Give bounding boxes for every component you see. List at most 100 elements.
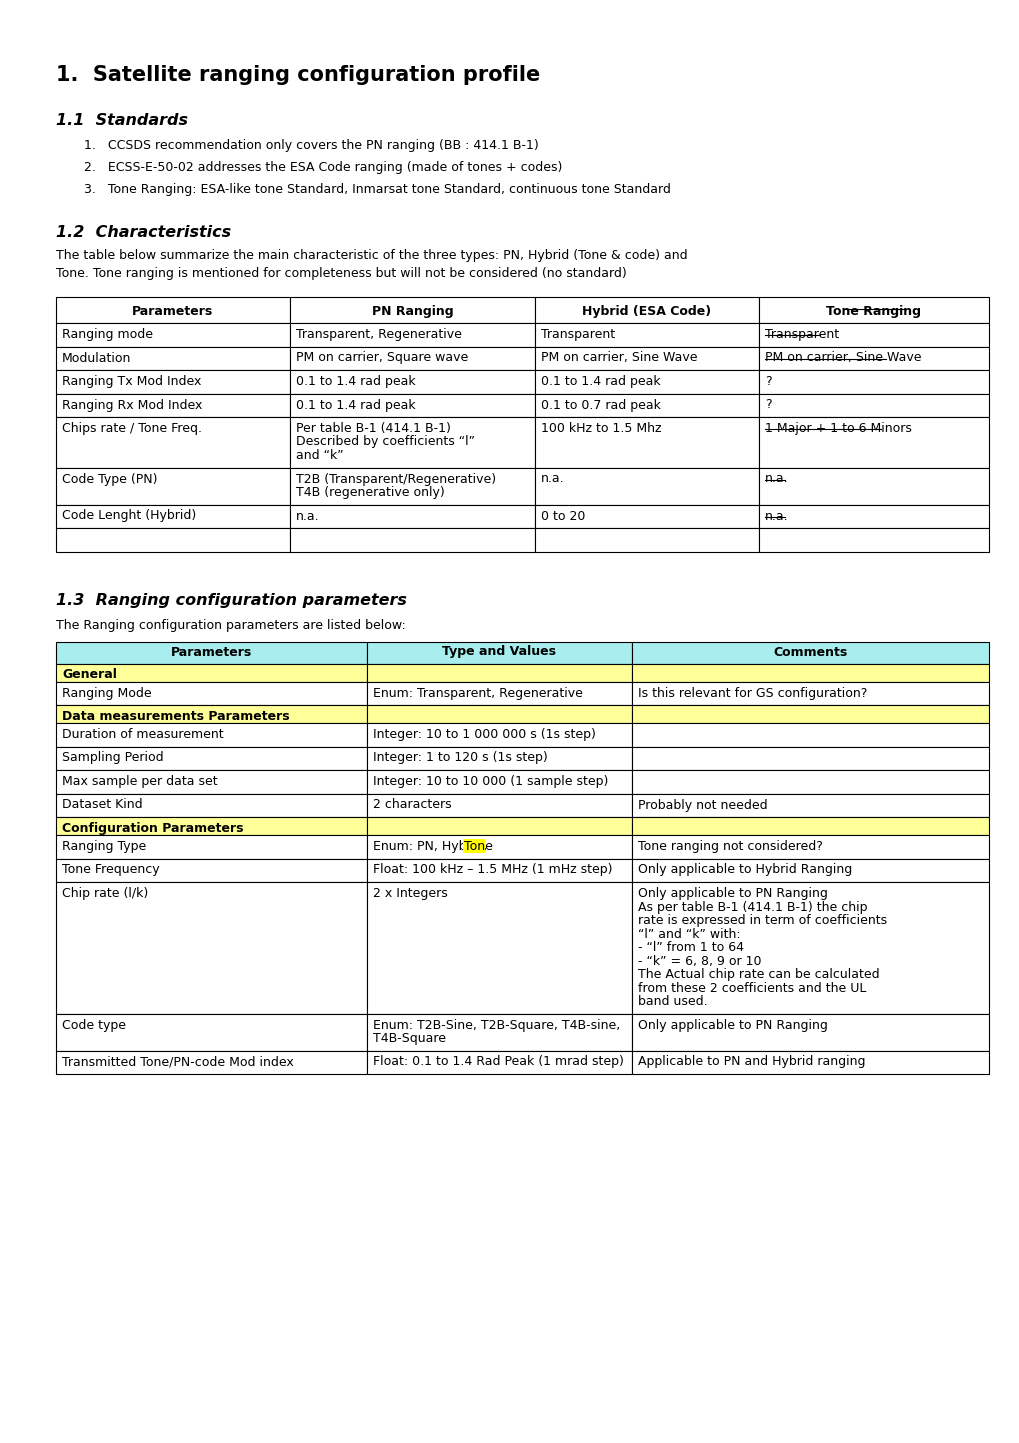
Bar [367,746,632,771]
Text: 0.1 to 0.7 rad peak: 0.1 to 0.7 rad peak [540,398,660,411]
Bar [289,369,535,394]
Text: 2 x Integers: 2 x Integers [373,887,447,900]
Text: - “k” = 6, 8, 9 or 10: - “k” = 6, 8, 9 or 10 [637,954,761,967]
Bar [758,394,988,417]
Bar [56,681,367,706]
Bar [758,505,988,528]
Text: n.a.: n.a. [296,509,319,522]
Bar [56,505,289,528]
Bar [56,859,367,882]
Bar [367,642,632,664]
Bar [56,528,289,551]
Text: Only applicable to PN Ranging: Only applicable to PN Ranging [637,1019,827,1032]
Text: 1.2  Characteristics: 1.2 Characteristics [56,225,231,240]
Text: PM on carrier, Sine Wave: PM on carrier, Sine Wave [764,352,920,365]
Text: T4B-Square: T4B-Square [373,1032,445,1045]
Bar [289,346,535,369]
Bar [56,468,289,505]
Bar [758,297,988,323]
Text: As per table B-1 (414.1 B-1) the chip: As per table B-1 (414.1 B-1) the chip [637,900,866,913]
Bar [758,528,988,551]
Text: PM on carrier, Square wave: PM on carrier, Square wave [296,352,468,365]
Bar [535,323,758,346]
Bar [56,369,289,394]
Bar [535,528,758,551]
Bar [632,723,988,746]
Bar [56,794,367,817]
Bar [535,417,758,468]
Bar [56,1051,367,1074]
Bar [367,1013,632,1051]
Text: Applicable to PN and Hybrid ranging: Applicable to PN and Hybrid ranging [637,1055,865,1068]
Text: 100 kHz to 1.5 Mhz: 100 kHz to 1.5 Mhz [540,421,661,434]
Text: Ranging mode: Ranging mode [62,328,153,341]
Text: Ranging Type: Ranging Type [62,840,146,853]
Text: T4B (regenerative only): T4B (regenerative only) [296,486,444,499]
Text: Tone Ranging: Tone Ranging [825,304,920,317]
Bar [56,664,367,681]
Text: Hybrid (ESA Code): Hybrid (ESA Code) [582,304,711,317]
Bar [367,794,632,817]
Text: General: General [62,668,117,681]
Text: 0.1 to 1.4 rad peak: 0.1 to 1.4 rad peak [296,398,415,411]
Text: 1.1  Standards: 1.1 Standards [56,113,187,128]
Bar [367,882,632,1013]
Text: Enum: Transparent, Regenerative: Enum: Transparent, Regenerative [373,687,582,700]
Text: 0.1 to 1.4 rad peak: 0.1 to 1.4 rad peak [540,375,660,388]
Bar [632,1051,988,1074]
Text: Transparent: Transparent [764,328,839,341]
Bar [56,394,289,417]
Text: - “l” from 1 to 64: - “l” from 1 to 64 [637,941,743,954]
Text: Parameters: Parameters [132,304,213,317]
Bar [632,1013,988,1051]
Bar [535,346,758,369]
Text: The Ranging configuration parameters are listed below:: The Ranging configuration parameters are… [56,619,406,632]
Bar [56,882,367,1013]
Bar [758,417,988,468]
Bar [758,468,988,505]
Text: PN Ranging: PN Ranging [371,304,452,317]
Text: Integer: 10 to 1 000 000 s (1s step): Integer: 10 to 1 000 000 s (1s step) [373,729,595,742]
Bar [632,664,988,681]
Text: Tone ranging not considered?: Tone ranging not considered? [637,840,822,853]
Text: Transparent: Transparent [540,328,614,341]
Text: Chip rate (l/k): Chip rate (l/k) [62,887,148,900]
Bar [289,528,535,551]
Text: Integer: 10 to 10 000 (1 sample step): Integer: 10 to 10 000 (1 sample step) [373,775,607,788]
Bar [56,746,367,771]
Bar [289,468,535,505]
Bar [289,323,535,346]
Text: Float: 0.1 to 1.4 Rad Peak (1 mrad step): Float: 0.1 to 1.4 Rad Peak (1 mrad step) [373,1055,624,1068]
Bar [535,369,758,394]
Text: Ranging Mode: Ranging Mode [62,687,152,700]
Bar [367,835,632,859]
Text: Ranging Tx Mod Index: Ranging Tx Mod Index [62,375,201,388]
Text: Max sample per data set: Max sample per data set [62,775,217,788]
Text: from these 2 coefficients and the UL: from these 2 coefficients and the UL [637,981,865,994]
Text: n.a.: n.a. [764,509,788,522]
Text: Probably not needed: Probably not needed [637,798,767,811]
Bar [367,664,632,681]
Text: Code type: Code type [62,1019,126,1032]
Bar [632,642,988,664]
Bar [632,771,988,794]
Bar [632,746,988,771]
Text: Code Type (PN): Code Type (PN) [62,472,157,485]
Text: 1.   CCSDS recommendation only covers the PN ranging (BB : 414.1 B-1): 1. CCSDS recommendation only covers the … [84,139,538,152]
Text: Duration of measurement: Duration of measurement [62,729,223,742]
Bar [535,468,758,505]
Bar [367,817,632,835]
Text: PM on carrier, Sine Wave: PM on carrier, Sine Wave [540,352,697,365]
Text: 3.   Tone Ranging: ESA-like tone Standard, Inmarsat tone Standard, continuous to: 3. Tone Ranging: ESA-like tone Standard,… [84,183,671,196]
Bar [758,346,988,369]
Bar [56,417,289,468]
Bar [56,323,289,346]
Text: band used.: band used. [637,996,707,1009]
Text: Code Lenght (Hybrid): Code Lenght (Hybrid) [62,509,196,522]
Bar [367,723,632,746]
Bar [632,859,988,882]
Text: Parameters: Parameters [171,645,252,658]
Text: 2.   ECSS-E-50-02 addresses the ESA Code ranging (made of tones + codes): 2. ECSS-E-50-02 addresses the ESA Code r… [84,162,561,175]
Text: ?: ? [764,398,770,411]
Text: Type and Values: Type and Values [442,645,556,658]
